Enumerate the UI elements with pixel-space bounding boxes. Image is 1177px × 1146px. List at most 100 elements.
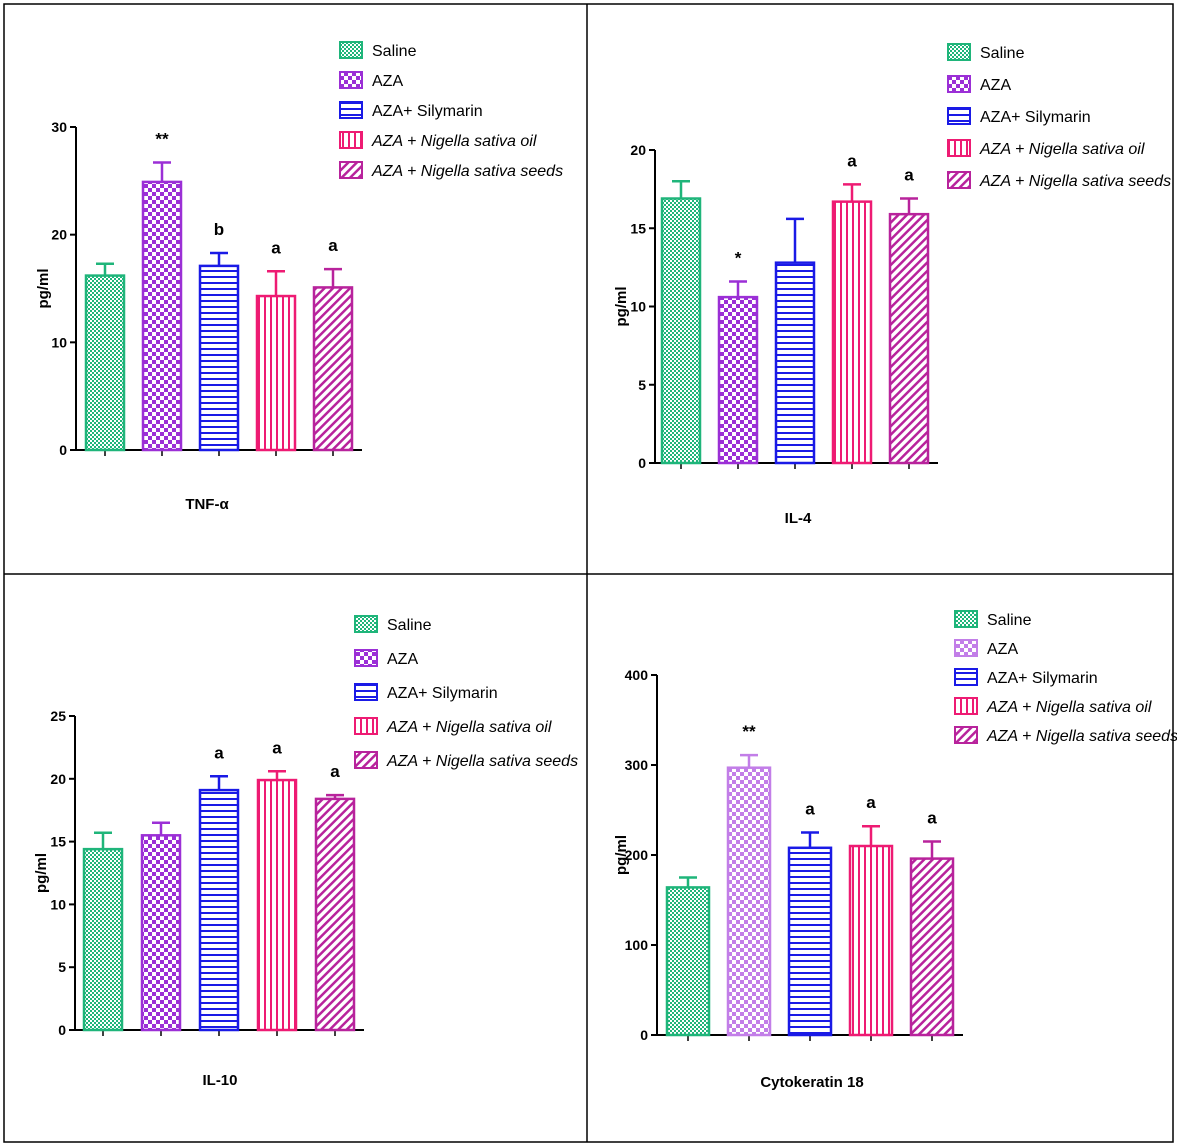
bar-saline [665, 886, 711, 1037]
bar-silymarin [774, 261, 816, 465]
y-tick-label: 0 [58, 1022, 66, 1038]
bar-oil [831, 200, 873, 465]
y-tick-label: 5 [638, 377, 646, 393]
y-tick-label: 400 [625, 667, 649, 683]
legend-label-saline: Saline [980, 45, 1025, 62]
bar-aza [717, 295, 759, 465]
bar-seeds [314, 797, 356, 1032]
significance-label: a [328, 236, 338, 255]
significance-label: a [904, 166, 914, 185]
legend-swatch-silymarin [954, 668, 978, 686]
y-tick-label: 15 [630, 220, 646, 236]
bar-seeds [888, 212, 930, 465]
legend-label-oil: AZA + Nigella sativa oil [371, 133, 537, 150]
significance-label: a [847, 151, 857, 170]
bar-silymarin [198, 264, 240, 452]
legend-swatch-aza [354, 649, 378, 667]
legend-swatch-oil [354, 717, 378, 735]
legend-label-seeds: AZA + Nigella sativa seeds [371, 163, 563, 180]
significance-label: ** [155, 130, 169, 149]
legend-swatch-saline [954, 610, 978, 628]
y-tick-label: 300 [625, 757, 649, 773]
y-axis-label: pg/ml [35, 269, 52, 309]
bar-saline [82, 847, 124, 1032]
legend: Saline AZA AZA+ Silymarin AZA + Nigella sat… [947, 43, 1171, 190]
y-tick-label: 20 [50, 771, 66, 787]
y-tick-label: 0 [59, 442, 67, 458]
legend-swatch-oil [947, 139, 971, 157]
bar-oil [848, 844, 894, 1037]
significance-label: b [214, 220, 224, 239]
y-tick-label: 10 [50, 896, 66, 912]
bar-oil [255, 294, 297, 452]
chart-panel-2: 0 5 10 15 20 pg/ml * a a IL-4 Saline AZA AZA+ Silyma… [613, 43, 1171, 527]
significance-label: a [214, 743, 224, 762]
bar-aza [140, 834, 182, 1032]
significance-label: a [271, 238, 281, 257]
y-tick-label: 15 [50, 834, 66, 850]
legend-swatch-aza [954, 639, 978, 657]
legend-label-silymarin: AZA+ Silymarin [987, 670, 1098, 687]
y-tick-label: 0 [638, 455, 646, 471]
legend-label-seeds: AZA + Nigella sativa seeds [986, 728, 1177, 745]
legend-label-aza: AZA [980, 77, 1011, 94]
legend-label-aza: AZA [987, 641, 1018, 658]
legend-swatch-silymarin [354, 683, 378, 701]
chart-title: IL-10 [202, 1072, 237, 1089]
legend-label-silymarin: AZA+ Silymarin [980, 109, 1091, 126]
legend-swatch-aza [947, 75, 971, 93]
significance-label: a [330, 762, 340, 781]
legend-swatch-seeds [947, 171, 971, 189]
significance-label: a [805, 800, 815, 819]
legend-label-oil: AZA + Nigella sativa oil [986, 699, 1152, 716]
significance-label: ** [742, 722, 756, 741]
legend-label-saline: Saline [372, 43, 417, 60]
bar-aza [141, 180, 183, 452]
y-tick-label: 100 [625, 937, 649, 953]
y-tick-label: 10 [630, 299, 646, 315]
legend: Saline AZA AZA+ Silymarin AZA + Nigella sat… [354, 615, 578, 770]
chart-title: TNF-α [185, 496, 229, 513]
bar-seeds [909, 857, 955, 1037]
bar-saline [660, 197, 702, 465]
legend-swatch-saline [339, 41, 363, 59]
y-tick-label: 30 [51, 119, 67, 135]
legend-swatch-oil [954, 697, 978, 715]
legend-label-aza: AZA [387, 651, 418, 668]
legend-swatch-seeds [354, 751, 378, 769]
legend-label-oil: AZA + Nigella sativa oil [386, 719, 552, 736]
legend-label-aza: AZA [372, 73, 403, 90]
significance-label: a [272, 738, 282, 757]
y-tick-label: 10 [51, 334, 67, 350]
bar-silymarin [787, 846, 833, 1037]
chart-title: Cytokeratin 18 [760, 1074, 863, 1091]
legend-swatch-silymarin [339, 101, 363, 119]
legend-swatch-silymarin [947, 107, 971, 125]
legend-label-oil: AZA + Nigella sativa oil [979, 141, 1145, 158]
y-axis-label: pg/ml [613, 835, 630, 875]
bar-silymarin [198, 788, 240, 1032]
legend-swatch-aza [339, 71, 363, 89]
legend: Saline AZA AZA+ Silymarin AZA + Nigella sat… [339, 41, 563, 180]
y-tick-label: 200 [625, 847, 649, 863]
y-tick-label: 20 [630, 142, 646, 158]
legend-label-silymarin: AZA+ Silymarin [387, 685, 498, 702]
bar-saline [84, 274, 126, 452]
legend-swatch-oil [339, 131, 363, 149]
significance-label: a [927, 809, 937, 828]
legend-label-saline: Saline [387, 617, 432, 634]
legend: Saline AZA AZA+ Silymarin AZA + Nigella sat… [954, 610, 1177, 745]
bar-oil [256, 778, 298, 1032]
figure-frame [3, 3, 1174, 1143]
legend-label-seeds: AZA + Nigella sativa seeds [386, 753, 578, 770]
significance-label: a [866, 793, 876, 812]
y-axis-label: pg/ml [613, 287, 630, 327]
significance-label: * [735, 248, 742, 267]
legend-swatch-seeds [339, 161, 363, 179]
y-tick-label: 25 [50, 708, 66, 724]
chart-panel-1: 0 10 20 30 pg/ml ** b a a TNF-α Saline AZA AZA+ Sily… [35, 41, 563, 513]
legend-swatch-saline [354, 615, 378, 633]
bar-seeds [312, 286, 354, 452]
y-tick-label: 5 [58, 959, 66, 975]
